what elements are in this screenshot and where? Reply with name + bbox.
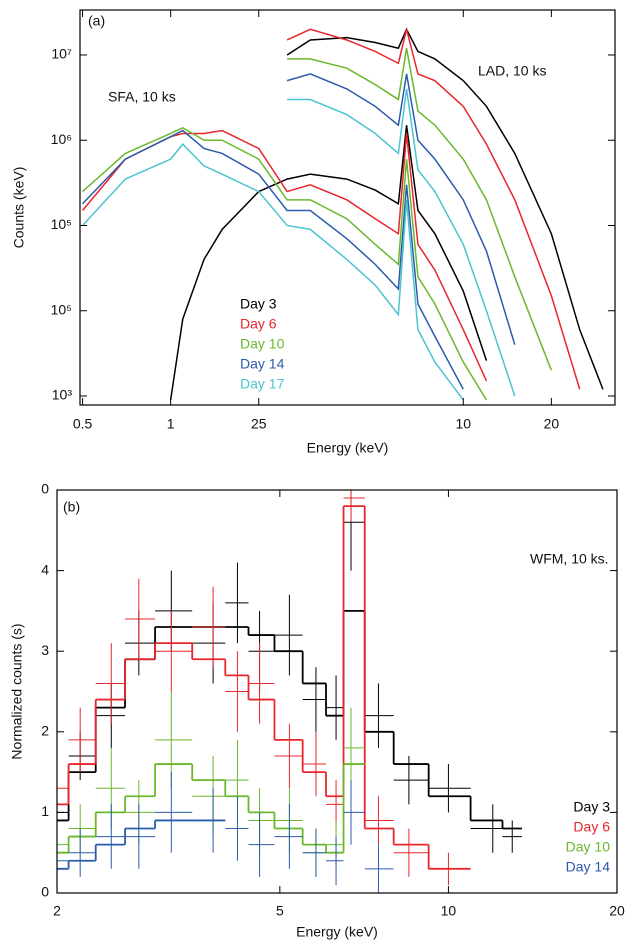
spectrum-line: [286, 73, 516, 345]
legend-entry: Day 3: [240, 296, 277, 312]
y-tick-label: 3: [41, 642, 49, 658]
spectrum-line: [81, 129, 488, 382]
annotation: LAD, 10 ks: [478, 63, 546, 79]
legend-entry: Day 10: [240, 336, 285, 352]
annotation: SFA, 10 ks: [108, 89, 176, 105]
x-tick-label: 0.5: [73, 416, 93, 432]
spectrum-line: [169, 125, 488, 401]
spectrum-line: [82, 129, 464, 390]
spectrum-line: [286, 27, 604, 390]
panel: 0.5 1 25 10 20 10⁷ 10⁶ 10⁵ 10⁵ 10³ Energy (keV) Cou…: [11, 9, 616, 456]
plot-area: [81, 27, 604, 401]
y-tick-label: 0: [41, 481, 49, 497]
legend-entry: Day 3: [573, 799, 610, 815]
x-tick-label: 10: [455, 416, 471, 432]
spectrum-line: [287, 88, 516, 397]
plot-area: [57, 490, 522, 893]
y-tick-label: 10⁵: [51, 301, 72, 317]
spectrum-line: [82, 143, 464, 401]
x-tick-label: 1: [167, 416, 175, 432]
panel-label: (b): [63, 499, 80, 515]
x-tick-label: 20: [544, 416, 560, 432]
y-tick-label: 10⁵: [51, 216, 72, 232]
y-tick-label: 10⁶: [51, 131, 72, 147]
x-tick-label: 20: [609, 903, 625, 919]
x-tick-label: 25: [251, 416, 267, 432]
panel: 2 5 10 20 0 1 2 3 4 0 Energy (keV) Normalized count…: [9, 481, 625, 940]
spectrum-line: [286, 28, 581, 390]
legend-entry: Day 6: [573, 819, 610, 835]
y-tick-label: 4: [41, 561, 49, 577]
panel-label: (a): [88, 13, 105, 29]
legend-entry: Day 6: [240, 316, 277, 332]
legend-entry: Day 10: [566, 839, 611, 855]
x-tick-label: 10: [441, 903, 457, 919]
annotation: WFM, 10 ks.: [530, 551, 609, 567]
spectrum-line: [287, 48, 553, 371]
plot-frame: [79, 9, 616, 406]
x-axis-label: Energy (keV): [296, 924, 378, 940]
y-tick-label: 1: [41, 803, 49, 819]
y-axis-label: Normalized counts (s): [9, 623, 25, 759]
y-axis-label: Counts (keV): [11, 167, 27, 249]
plot-frame: [56, 489, 618, 894]
legend-entry: Day 14: [240, 356, 285, 372]
y-tick-label: 2: [41, 723, 49, 739]
legend-entry: Day 17: [240, 376, 285, 392]
legend-entry: Day 14: [566, 859, 611, 875]
y-tick-label: 10³: [52, 387, 73, 403]
x-tick-label: 2: [53, 903, 61, 919]
y-tick-label: 0: [41, 884, 49, 900]
spectrum-line: [82, 126, 488, 401]
x-tick-label: 5: [276, 903, 284, 919]
y-tick-label: 10⁷: [51, 46, 72, 62]
x-axis-label: Energy (keV): [307, 440, 389, 456]
